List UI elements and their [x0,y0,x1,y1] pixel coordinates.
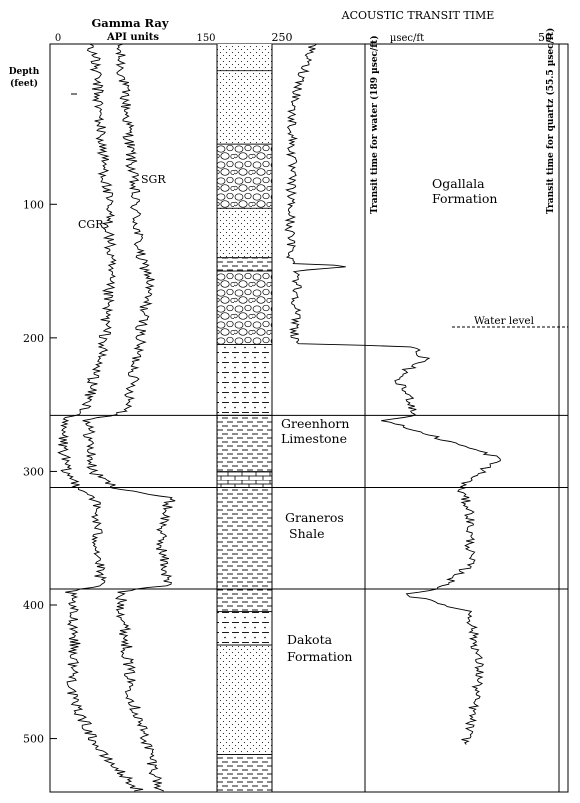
lithology-layer-shale [216,487,273,590]
sgr-curve [82,43,176,792]
formation-greenhorn-line1: Greenhorn [281,416,349,431]
lithology-layer-sandstone [216,70,273,145]
cgr-curve [57,43,144,792]
lithology-layer-sandstone [216,207,273,259]
lithology-layer-limestone [216,471,273,488]
quartz-transit-label: Transit time for quartz (55.5 µsec/ft) [545,28,556,214]
lithology-column [216,44,273,793]
depth-tick-label: 300 [23,465,44,478]
depth-axis: 100 200 300 400 500 [23,198,57,746]
lithology-layer-gravel [216,270,273,345]
lithology-layer-gravel [216,143,273,209]
formation-dakota-line2: Formation [287,649,352,664]
acoustic-curve [284,43,501,745]
depth-tick-label: 200 [23,332,44,345]
lithology-layer-shale [216,588,273,613]
lithology-layer-shale [216,754,273,793]
formation-ogallala-line1: Ogallala [432,176,485,191]
sgr-label: SGR [141,173,166,186]
lithology-layer-shale [216,257,273,272]
formation-graneros-line2: Shale [289,526,324,541]
gamma-ray-max: 150 [196,33,215,44]
acoustic-left-value: 250 [272,31,293,44]
lithology-layer-sandstone [217,44,272,71]
formation-greenhorn-line2: Limestone [281,431,347,446]
water-transit-label: Transit time for water (189 µsec/ft) [369,35,380,214]
acoustic-units: µsec/ft [390,33,424,44]
depth-label-line2: (feet) [10,78,38,89]
formation-ogallala-line2: Formation [432,191,497,206]
water-level-label: Water level [474,315,535,327]
formation-graneros-line1: Graneros [285,510,344,525]
lithology-layer-sandy-shale [216,344,273,416]
lithology-layer-sandy-shale [216,611,273,646]
depth-tick-label: 100 [23,198,44,211]
acoustic-title: ACOUSTIC TRANSIT TIME [341,9,495,22]
depth-label-line1: Depth [9,67,40,77]
formation-dakota-line1: Dakota [287,632,333,647]
gamma-ray-units: API units [106,32,159,43]
depth-tick-label: 400 [23,599,44,612]
acoustic-right-value: 50 [538,31,552,44]
gamma-ray-min: 0 [55,33,61,44]
lithology-layer-sandstone [216,644,273,755]
plot-frame [49,43,569,793]
cgr-label: CGR [78,218,104,231]
gamma-ray-title: Gamma Ray [91,16,168,30]
lithology-layer-shale [216,414,273,472]
depth-tick-label: 500 [23,733,44,746]
